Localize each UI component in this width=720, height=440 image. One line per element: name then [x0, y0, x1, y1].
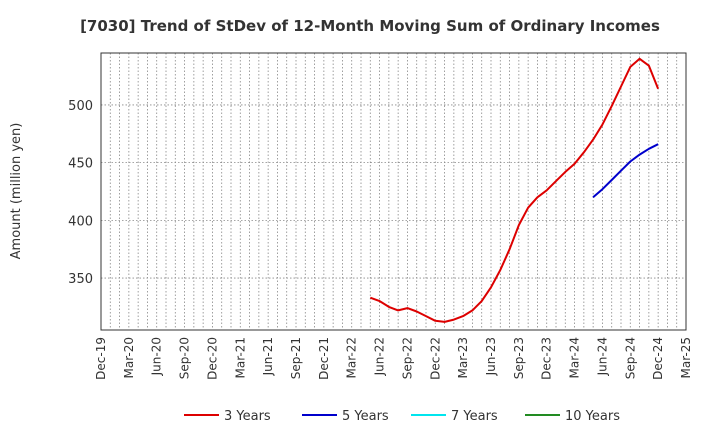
- x-tick-label: Dec-20: [205, 337, 219, 380]
- legend-label: 3 Years: [224, 409, 271, 424]
- legend: 3 Years 5 Years 7 Years 10 Years: [184, 409, 620, 424]
- x-tick-label: Sep-24: [623, 337, 637, 379]
- x-tick-label: Sep-20: [178, 337, 192, 379]
- x-tick-label: Dec-21: [317, 337, 331, 380]
- legend-label: 5 Years: [342, 409, 389, 424]
- x-tick-label: Sep-21: [289, 337, 303, 379]
- x-tick-label: Jun-23: [484, 337, 498, 376]
- x-tick-label: Mar-23: [456, 337, 470, 378]
- series-line-5-years: [592, 143, 659, 199]
- x-tick-label: Mar-20: [122, 337, 136, 378]
- series-line-3-years: [369, 57, 660, 323]
- y-axis-label: Amount (million yen): [9, 123, 24, 260]
- x-tick-label: Sep-23: [512, 337, 526, 379]
- legend-label: 7 Years: [451, 409, 498, 424]
- x-tick-label: Mar-21: [233, 337, 247, 378]
- x-tick-label: Mar-22: [345, 337, 359, 378]
- legend-label: 10 Years: [565, 409, 620, 424]
- grid: [101, 53, 686, 330]
- x-tick-label: Jun-24: [595, 337, 609, 376]
- y-tick-label: 400: [68, 214, 93, 229]
- y-ticks: 350 400 450 500: [68, 99, 93, 287]
- x-tick-label: Jun-22: [373, 337, 387, 376]
- x-ticks: Dec-19 Mar-20 Jun-20 Sep-20 Dec-20 Mar-21 Jun-…: [94, 337, 693, 380]
- x-tick-label: Mar-24: [568, 337, 582, 378]
- x-tick-label: Dec-24: [651, 337, 665, 380]
- x-tick-label: Jun-20: [150, 337, 164, 376]
- x-tick-label: Dec-22: [428, 337, 442, 380]
- x-tick-label: Dec-19: [94, 337, 108, 380]
- x-tick-label: Dec-23: [540, 337, 554, 380]
- chart-title: [7030] Trend of StDev of 12-Month Moving…: [80, 17, 660, 35]
- plot-frame: [100, 52, 687, 331]
- x-tick-label: Mar-25: [679, 337, 693, 378]
- y-tick-label: 350: [68, 272, 93, 287]
- series-layer: [369, 57, 660, 323]
- y-tick-label: 500: [68, 99, 93, 114]
- x-tick-label: Jun-21: [261, 337, 275, 376]
- x-tick-label: Sep-22: [400, 337, 414, 379]
- y-tick-label: 450: [68, 157, 93, 172]
